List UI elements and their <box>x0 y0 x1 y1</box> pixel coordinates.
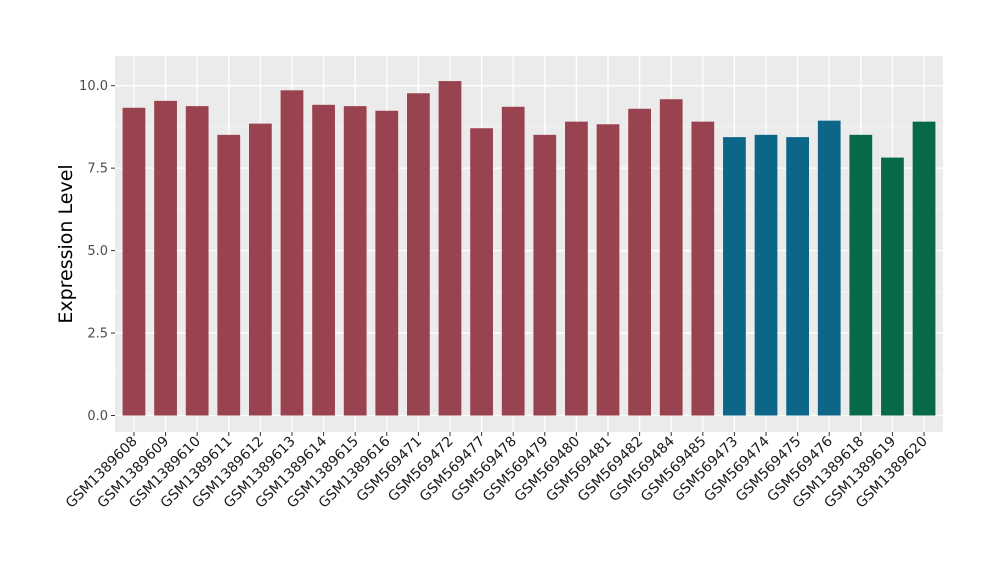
bar-GSM569472 <box>438 81 462 416</box>
y-tick-label-0: 0.0 <box>87 409 108 424</box>
bar-GSM1389618 <box>849 134 873 416</box>
bar-GSM569479 <box>533 134 557 416</box>
bar-GSM569476 <box>817 120 841 416</box>
y-tick-label-2: 5.0 <box>87 244 108 259</box>
bar-GSM569473 <box>723 137 746 416</box>
bar-GSM1389616 <box>375 110 399 416</box>
bar-GSM1389611 <box>217 134 241 416</box>
bar-GSM569477 <box>470 128 493 416</box>
bar-GSM1389613 <box>280 90 304 416</box>
bar-GSM569480 <box>565 121 588 416</box>
bar-GSM569484 <box>659 99 683 416</box>
bar-GSM569474 <box>754 134 778 416</box>
y-tick-label-3: 7.5 <box>87 162 108 177</box>
bar-GSM1389615 <box>343 106 367 416</box>
bar-GSM1389609 <box>154 100 177 416</box>
bar-GSM569482 <box>628 108 651 416</box>
bar-GSM1389614 <box>312 104 335 416</box>
y-tick-label-1: 2.5 <box>87 327 108 342</box>
y-axis-title: Expression Level <box>55 164 77 323</box>
y-axis: 0.0 2.5 5.0 7.5 10.0 <box>79 79 115 424</box>
bar-GSM569478 <box>501 106 525 416</box>
x-axis: GSM1389608GSM1389609GSM1389610GSM1389611… <box>63 432 931 511</box>
bar-GSM1389619 <box>881 157 904 416</box>
bar-GSM569471 <box>407 93 430 416</box>
bar-GSM1389612 <box>248 123 272 416</box>
bar-GSM569481 <box>596 124 620 416</box>
bars <box>122 81 936 416</box>
bar-GSM569475 <box>786 137 810 416</box>
bar-GSM569485 <box>691 121 715 416</box>
y-tick-label-4: 10.0 <box>79 79 108 94</box>
bar-GSM1389620 <box>912 121 936 416</box>
bar-GSM1389610 <box>185 106 209 416</box>
bar-GSM1389608 <box>122 107 146 416</box>
